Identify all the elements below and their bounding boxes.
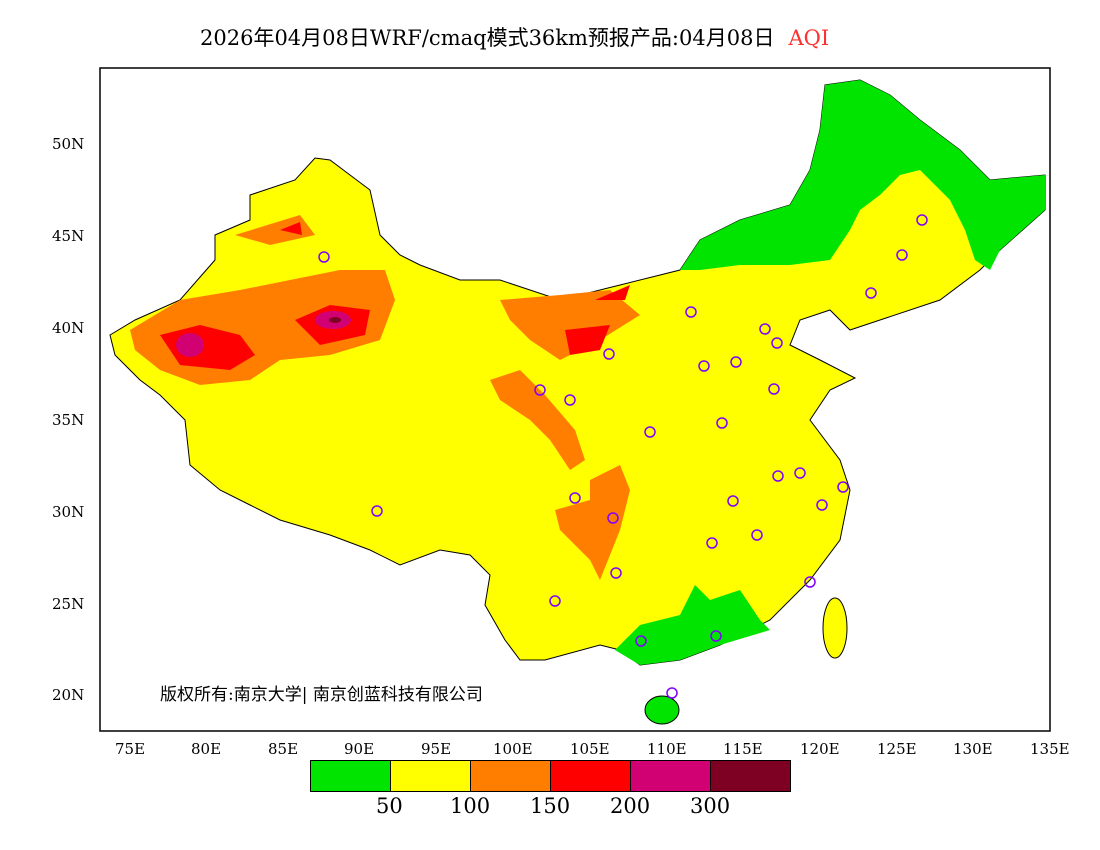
city-marker	[698, 360, 710, 372]
city-marker	[371, 505, 383, 517]
city-marker	[666, 687, 678, 699]
city-marker	[635, 635, 647, 647]
city-marker	[865, 287, 877, 299]
lon-label: 115E	[723, 740, 763, 758]
city-marker	[644, 426, 656, 438]
title-main: 2026年04月08日WRF/cmaq模式36km预报产品:04月08日	[200, 26, 775, 50]
aqi-orange-central	[490, 370, 585, 470]
china-aqi-field	[109, 79, 1046, 725]
lon-label: 85E	[268, 740, 298, 758]
lon-label: 80E	[191, 740, 221, 758]
lat-label: 45N	[52, 227, 84, 245]
city-marker	[716, 417, 728, 429]
aqi-green-northeast	[680, 80, 1045, 270]
lon-label: 135E	[1030, 740, 1070, 758]
aqi-green-south	[615, 585, 770, 665]
city-marker	[710, 630, 722, 642]
lat-label: 20N	[52, 686, 84, 704]
lon-label: 105E	[570, 740, 610, 758]
lon-label: 100E	[493, 740, 533, 758]
lon-label: 95E	[421, 740, 451, 758]
city-marker	[569, 492, 581, 504]
aqi-orange-north	[500, 290, 640, 360]
copyright-credit: 版权所有:南京大学| 南京创蓝科技有限公司	[160, 685, 483, 705]
legend-swatch	[551, 761, 631, 791]
city-marker	[534, 384, 546, 396]
city-marker	[804, 576, 816, 588]
lon-label: 90E	[344, 740, 374, 758]
aqi-orange-north-xinjiang	[235, 215, 315, 245]
city-marker	[603, 348, 615, 360]
map-title: 2026年04月08日WRF/cmaq模式36km预报产品:04月08日 AQI	[200, 22, 829, 52]
city-marker	[771, 337, 783, 349]
legend-threshold: 300	[690, 794, 731, 818]
legend-threshold: 150	[530, 794, 571, 818]
city-marker	[768, 383, 780, 395]
aqi-red-north2	[595, 285, 630, 300]
city-marker	[772, 470, 784, 482]
city-marker	[607, 512, 619, 524]
hainan-island	[644, 695, 680, 725]
lon-label: 125E	[877, 740, 917, 758]
lon-label: 75E	[115, 740, 145, 758]
city-marker	[759, 323, 771, 335]
lon-label: 110E	[647, 740, 687, 758]
city-marker	[751, 529, 763, 541]
legend-threshold: 100	[450, 794, 491, 818]
city-marker	[706, 537, 718, 549]
city-marker	[794, 467, 806, 479]
title-variable: AQI	[788, 26, 830, 50]
lat-label: 50N	[52, 135, 84, 153]
city-marker	[318, 251, 330, 263]
taiwan-island	[822, 597, 848, 659]
legend-swatch	[471, 761, 551, 791]
lat-label: 40N	[52, 319, 84, 337]
lon-label: 120E	[800, 740, 840, 758]
city-marker	[564, 394, 576, 406]
lon-label: 130E	[953, 740, 993, 758]
city-marker	[610, 567, 622, 579]
city-marker	[549, 595, 561, 607]
aqi-red-small	[280, 222, 302, 235]
lat-label: 35N	[52, 411, 84, 429]
city-marker	[816, 499, 828, 511]
legend-swatch	[311, 761, 391, 791]
legend-threshold: 50	[376, 794, 403, 818]
legend-swatch	[391, 761, 471, 791]
city-marker	[916, 214, 928, 226]
lat-label: 25N	[52, 595, 84, 613]
city-marker	[685, 306, 697, 318]
legend-swatch	[711, 761, 790, 791]
aqi-red-north	[565, 325, 610, 355]
city-marker	[896, 249, 908, 261]
legend-swatch	[631, 761, 711, 791]
aqi-color-legend	[310, 760, 791, 792]
aqi-maroon-spot	[329, 317, 341, 323]
aqi-magenta-west	[176, 333, 204, 357]
city-markers	[318, 214, 928, 699]
city-marker	[837, 481, 849, 493]
axis-labels: 75E 80E 85E 90E 95E 100E 105E 110E 115E …	[52, 135, 1070, 758]
city-marker	[727, 495, 739, 507]
legend-threshold: 200	[610, 794, 651, 818]
aqi-orange-sichuan	[555, 465, 630, 580]
lat-label: 30N	[52, 503, 84, 521]
city-marker	[730, 356, 742, 368]
